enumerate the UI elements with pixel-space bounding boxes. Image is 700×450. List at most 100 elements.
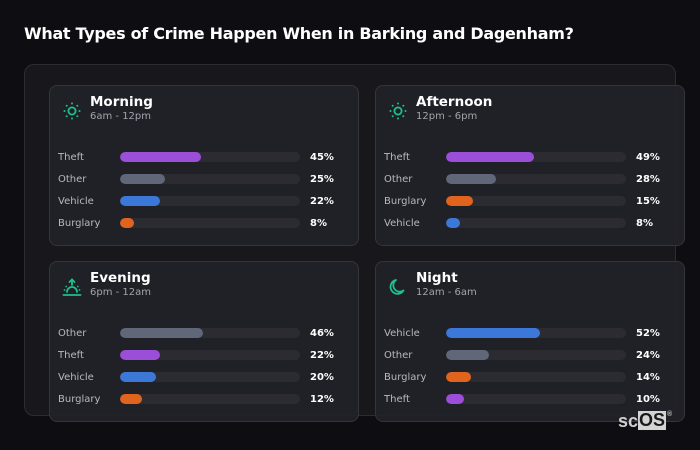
bar-track — [446, 174, 626, 184]
card-header: Morning 6am - 12pm — [62, 94, 153, 124]
bar-row: Theft 49% — [384, 146, 684, 168]
card-time-range: 6am - 12pm — [90, 111, 152, 122]
bar-fill — [446, 372, 472, 382]
bar-track — [120, 350, 300, 360]
bar-fill — [120, 394, 142, 404]
bar-row: Other 28% — [384, 168, 684, 190]
bar-row: Other 25% — [58, 168, 358, 190]
card-morning: Morning 6am - 12pm Theft 45% Other 25% V… — [49, 85, 359, 246]
card-time-range: 12pm - 6pm — [416, 111, 478, 122]
bar-track — [446, 218, 626, 228]
bar-row: Theft 10% — [384, 388, 684, 410]
card-title: Morning — [90, 94, 153, 110]
bar-label: Vehicle — [384, 327, 420, 339]
bar-list: Theft 45% Other 25% Vehicle 22% Burglary… — [58, 146, 358, 234]
bar-row: Vehicle 8% — [384, 212, 684, 234]
card-header: Evening 6pm - 12am — [62, 270, 151, 300]
bar-label: Vehicle — [384, 217, 420, 229]
bar-fill — [446, 394, 464, 404]
card-time-range: 12am - 6am — [416, 287, 477, 298]
bar-track — [446, 350, 626, 360]
watermark-sc: sc — [618, 411, 639, 431]
moon-icon — [389, 279, 405, 295]
bar-list: Vehicle 52% Other 24% Burglary 14% Theft… — [384, 322, 684, 410]
bar-track — [446, 394, 626, 404]
bar-row: Other 46% — [58, 322, 358, 344]
scos-watermark: sc OS ® — [618, 411, 672, 432]
bar-row: Burglary 12% — [58, 388, 358, 410]
bar-value: 10% — [636, 393, 660, 405]
bar-row: Burglary 14% — [384, 366, 684, 388]
bar-fill — [446, 350, 490, 360]
bar-row: Vehicle 22% — [58, 190, 358, 212]
bar-fill — [446, 152, 535, 162]
bar-row: Vehicle 20% — [58, 366, 358, 388]
sunset-icon — [62, 278, 82, 296]
bar-list: Theft 49% Other 28% Burglary 15% Vehicle… — [384, 146, 684, 234]
bar-value: 14% — [636, 371, 660, 383]
bar-list: Other 46% Theft 22% Vehicle 20% Burglary… — [58, 322, 358, 410]
bar-label: Burglary — [58, 217, 101, 229]
bar-fill — [446, 218, 461, 228]
bar-label: Vehicle — [58, 371, 94, 383]
card-title: Night — [416, 270, 458, 286]
bar-label: Theft — [384, 393, 410, 405]
bar-track — [446, 152, 626, 162]
sun-icon — [389, 102, 407, 120]
card-header: Afternoon 12pm - 6pm — [388, 94, 492, 124]
bar-value: 8% — [310, 217, 327, 229]
bar-row: Vehicle 52% — [384, 322, 684, 344]
bar-fill — [120, 372, 156, 382]
card-title: Evening — [90, 270, 151, 286]
card-afternoon: Afternoon 12pm - 6pm Theft 49% Other 28%… — [375, 85, 685, 246]
bar-value: 22% — [310, 195, 334, 207]
sun-icon — [63, 102, 81, 120]
bar-row: Burglary 8% — [58, 212, 358, 234]
bar-row: Other 24% — [384, 344, 684, 366]
bar-fill — [446, 328, 540, 338]
bar-track — [120, 372, 300, 382]
bar-label: Theft — [58, 151, 84, 163]
bar-row: Theft 22% — [58, 344, 358, 366]
card-header: Night 12am - 6am — [388, 270, 477, 300]
bar-fill — [446, 174, 497, 184]
bar-fill — [446, 196, 473, 206]
bar-label: Theft — [58, 349, 84, 361]
bar-label: Burglary — [384, 371, 427, 383]
bar-value: 46% — [310, 327, 334, 339]
bar-track — [446, 328, 626, 338]
bar-label: Burglary — [58, 393, 101, 405]
registered-icon: ® — [667, 411, 673, 418]
bar-fill — [120, 152, 201, 162]
bar-label: Other — [384, 349, 413, 361]
bar-fill — [120, 218, 135, 228]
card-title: Afternoon — [416, 94, 493, 110]
bar-row: Burglary 15% — [384, 190, 684, 212]
bar-value: 49% — [636, 151, 660, 163]
bar-value: 22% — [310, 349, 334, 361]
card-evening: Evening 6pm - 12am Other 46% Theft 22% V… — [49, 261, 359, 422]
bar-track — [120, 218, 300, 228]
bar-value: 28% — [636, 173, 660, 185]
bar-value: 25% — [310, 173, 334, 185]
bar-track — [446, 372, 626, 382]
bar-fill — [120, 196, 160, 206]
bar-label: Burglary — [384, 195, 427, 207]
bar-fill — [120, 328, 203, 338]
card-night: Night 12am - 6am Vehicle 52% Other 24% B… — [375, 261, 685, 422]
bar-value: 8% — [636, 217, 653, 229]
bar-value: 45% — [310, 151, 334, 163]
page-title: What Types of Crime Happen When in Barki… — [24, 24, 574, 43]
bar-track — [120, 394, 300, 404]
bar-fill — [120, 174, 165, 184]
bar-track — [446, 196, 626, 206]
bar-value: 24% — [636, 349, 660, 361]
card-time-range: 6pm - 12am — [90, 287, 152, 298]
bar-track — [120, 152, 300, 162]
bar-value: 20% — [310, 371, 334, 383]
bar-track — [120, 328, 300, 338]
bar-label: Vehicle — [58, 195, 94, 207]
watermark-os: OS — [638, 410, 667, 430]
bar-row: Theft 45% — [58, 146, 358, 168]
